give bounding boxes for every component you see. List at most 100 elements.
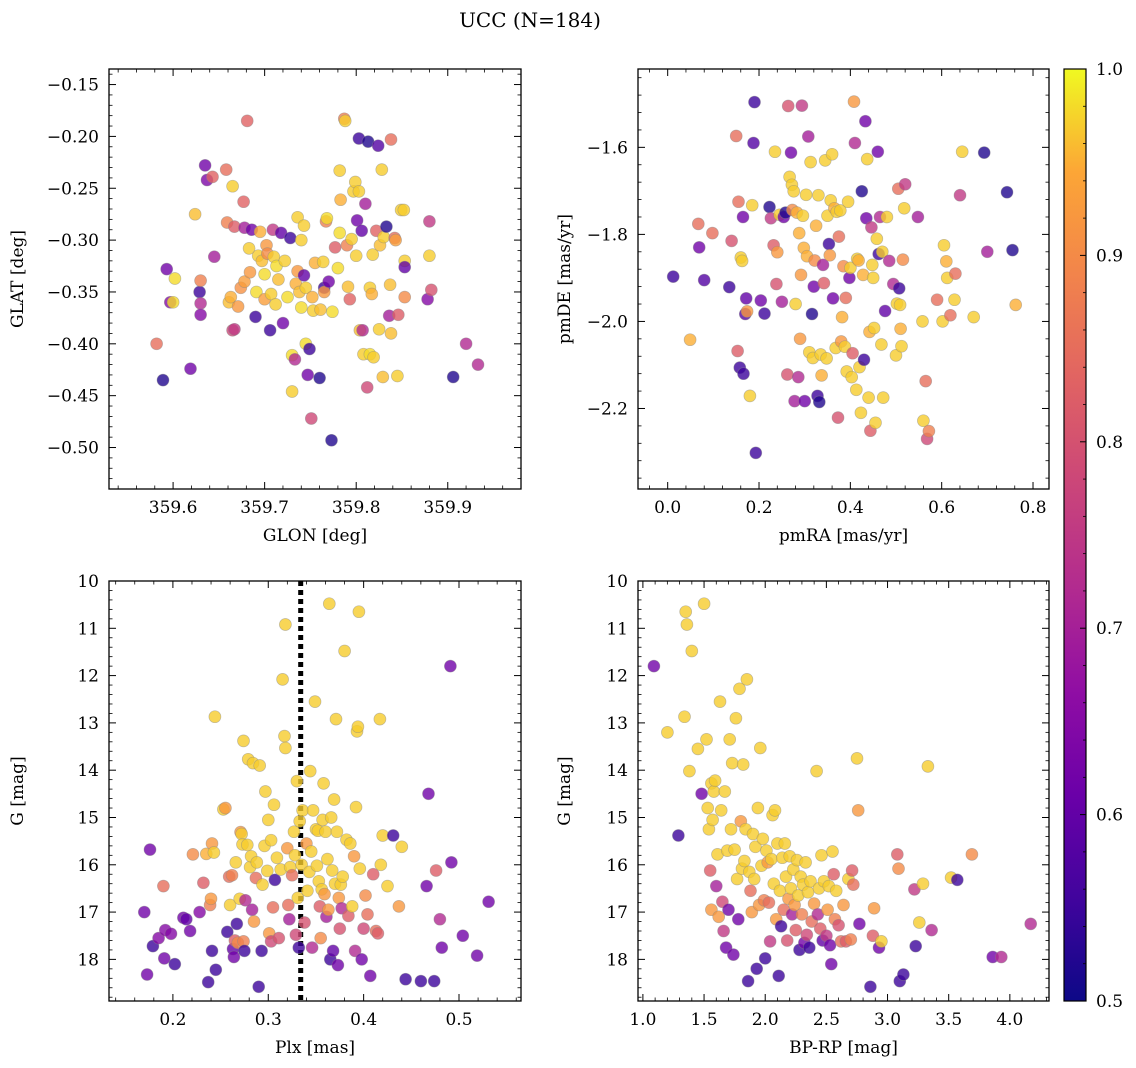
data-point	[389, 233, 402, 247]
data-point	[427, 974, 441, 988]
y-tick-label: 17	[606, 903, 628, 923]
data-point	[194, 297, 207, 310]
data-point	[303, 764, 317, 778]
x-tick-label: 0.2	[159, 1010, 186, 1030]
data-point	[894, 322, 907, 336]
data-point	[375, 163, 389, 176]
data-point	[333, 164, 347, 177]
data-point	[685, 644, 699, 658]
data-point	[805, 307, 819, 321]
data-point	[815, 369, 828, 382]
x-tick-label: 0.2	[745, 498, 772, 518]
data-point	[310, 859, 324, 873]
y-tick-label: −1.8	[587, 225, 628, 245]
data-point	[820, 352, 833, 365]
data-point	[377, 230, 391, 244]
y-tick-label: −0.40	[47, 335, 99, 355]
x-tick-label: 1.0	[629, 1010, 656, 1030]
data-point	[724, 822, 738, 836]
data-point	[204, 892, 218, 906]
data-point	[841, 195, 855, 209]
y-axis-label: G [mag]	[8, 756, 28, 825]
data-point	[209, 963, 223, 977]
data-point	[326, 944, 340, 958]
data-point	[324, 811, 338, 824]
data-point	[867, 901, 881, 915]
colorbar-tick-label: 1.0	[1096, 60, 1123, 80]
data-point	[363, 969, 377, 983]
data-point	[919, 374, 933, 388]
data-point	[245, 903, 259, 917]
data-point	[967, 310, 981, 324]
data-point	[751, 801, 765, 815]
data-point	[290, 774, 304, 788]
data-point	[281, 898, 295, 912]
data-point	[832, 918, 845, 932]
data-point	[875, 338, 888, 351]
data-point	[939, 255, 953, 268]
data-point	[747, 136, 760, 150]
data-point	[809, 219, 823, 233]
data-point	[267, 798, 281, 812]
data-point	[304, 412, 318, 425]
data-point	[896, 253, 910, 266]
data-point	[194, 308, 207, 322]
data-point	[810, 764, 823, 778]
data-point	[801, 130, 815, 143]
data-point	[758, 952, 772, 965]
data-point	[156, 373, 170, 387]
data-point	[322, 597, 336, 611]
data-point	[817, 276, 831, 290]
data-point	[683, 333, 697, 347]
data-point	[647, 659, 661, 673]
y-tick-label: 12	[606, 667, 628, 687]
data-point	[272, 273, 285, 286]
data-point	[229, 856, 243, 869]
data-point	[846, 346, 859, 360]
data-point	[1006, 243, 1019, 257]
data-point	[736, 758, 750, 771]
data-point	[701, 801, 715, 815]
data-point	[288, 848, 302, 862]
data-point	[345, 232, 358, 246]
data-point	[207, 250, 221, 264]
data-point	[745, 198, 759, 212]
data-point	[678, 710, 691, 724]
data-point	[869, 416, 882, 430]
data-point	[194, 274, 207, 287]
data-point	[980, 245, 994, 259]
data-point	[308, 695, 322, 708]
data-point	[937, 238, 951, 252]
x-tick-label: 359.6	[149, 498, 198, 518]
data-point	[276, 316, 290, 330]
data-point	[279, 618, 292, 631]
data-point	[845, 864, 859, 877]
data-point	[227, 950, 241, 964]
data-point	[240, 114, 254, 128]
data-point	[206, 170, 219, 184]
data-point	[304, 845, 318, 858]
axes-frame	[108, 68, 522, 490]
data-point	[258, 267, 271, 281]
data-point	[707, 785, 721, 798]
data-point	[849, 383, 863, 397]
data-point	[361, 908, 374, 921]
data-point	[186, 848, 200, 861]
data-point	[864, 980, 877, 994]
data-point	[183, 924, 197, 938]
data-point	[944, 308, 957, 322]
data-point	[854, 406, 868, 420]
data-point	[376, 370, 390, 384]
data-point	[867, 321, 881, 335]
data-point	[796, 209, 810, 223]
colorbar-gradient	[1063, 68, 1087, 1002]
data-point	[778, 837, 792, 850]
data-point	[287, 825, 301, 839]
data-point	[380, 220, 393, 233]
data-point	[433, 912, 447, 926]
data-point	[294, 301, 308, 314]
data-point	[294, 233, 308, 247]
data-point	[392, 900, 406, 913]
data-point	[833, 204, 847, 217]
data-point	[306, 804, 320, 817]
